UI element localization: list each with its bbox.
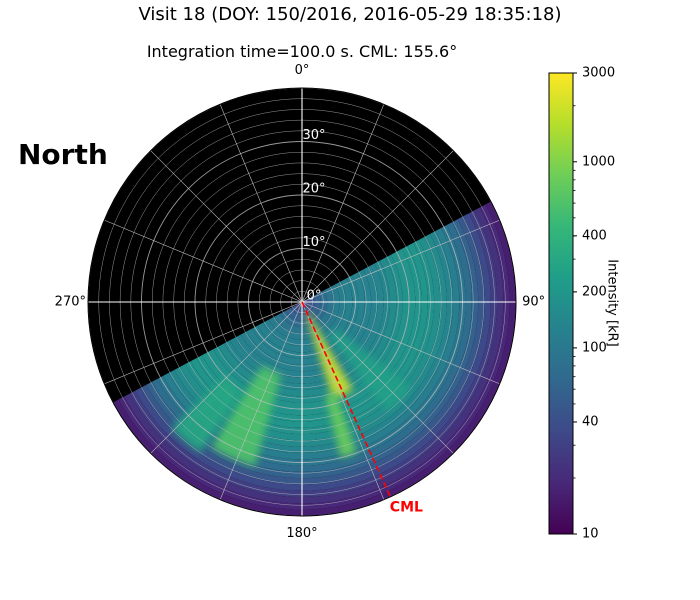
longitude-gridline — [219, 301, 303, 500]
coverage-band — [263, 281, 347, 347]
longitude-gridline — [301, 301, 454, 454]
longitude-gridline — [219, 104, 303, 303]
longitude-tick-label: 180° — [286, 526, 317, 541]
longitude-ticks: 0° 90° 180° 270° — [55, 63, 545, 541]
longitude-tick-label: 0° — [295, 63, 310, 78]
longitude-gridline — [301, 219, 500, 303]
colatitude-tick-label: 0° — [307, 289, 322, 304]
coverage-band — [285, 293, 321, 321]
colorbar-tick-label: 1000 — [582, 154, 615, 169]
longitude-gridline — [104, 301, 303, 385]
longitude-tick-label: 270° — [55, 295, 86, 310]
colorbar-tick-label: 400 — [582, 228, 607, 243]
cml-indicator: CML — [301, 301, 423, 516]
figure-subtitle: Integration time=100.0 s. CML: 155.6° — [146, 42, 458, 61]
longitude-gridline — [150, 150, 303, 303]
colatitude-tick-label: 20° — [302, 182, 325, 197]
emission-arc — [305, 311, 353, 399]
polar-grid — [88, 88, 516, 516]
figure-title: Visit 18 (DOY: 150/2016, 2016-05-29 18:3… — [138, 4, 562, 25]
emission-arc — [325, 392, 357, 458]
coverage-band — [290, 296, 315, 315]
colorbar-ticks: 10 40 100 200 400 1000 3000 — [573, 66, 615, 542]
colorbar-tick-label: 40 — [582, 414, 599, 429]
colorbar-tick-label: 10 — [582, 527, 599, 542]
emission-arc — [211, 365, 282, 467]
colatitude-tick-label: 30° — [302, 128, 325, 143]
coverage-band — [268, 284, 340, 340]
longitude-tick-label: 90° — [522, 295, 545, 310]
colatitude-ticks: 0° 10° 20° 30° — [302, 128, 325, 304]
hemisphere-label: North — [18, 138, 108, 171]
colatitude-tick-label: 10° — [302, 235, 325, 250]
cml-label: CML — [390, 500, 423, 516]
colorbar-tick-label: 100 — [582, 340, 607, 355]
longitude-gridline — [301, 150, 454, 303]
colorbar-tick-label: 3000 — [582, 66, 615, 81]
longitude-gridline — [301, 301, 500, 385]
longitude-gridline — [150, 301, 303, 454]
longitude-gridline — [301, 301, 385, 500]
coverage-band — [274, 287, 334, 334]
longitude-gridline — [301, 104, 385, 303]
colorbar-label: Intensity [kR] — [605, 259, 620, 346]
colorbar-tick-label: 200 — [582, 284, 607, 299]
polar-frame — [87, 87, 517, 517]
colorbar: 10 40 100 200 400 1000 3000 Intensity [kR] — [548, 66, 620, 542]
longitude-gridline — [104, 219, 303, 303]
colorbar-gradient — [548, 72, 574, 535]
coverage-band — [279, 290, 328, 328]
emission-arc — [171, 376, 243, 453]
